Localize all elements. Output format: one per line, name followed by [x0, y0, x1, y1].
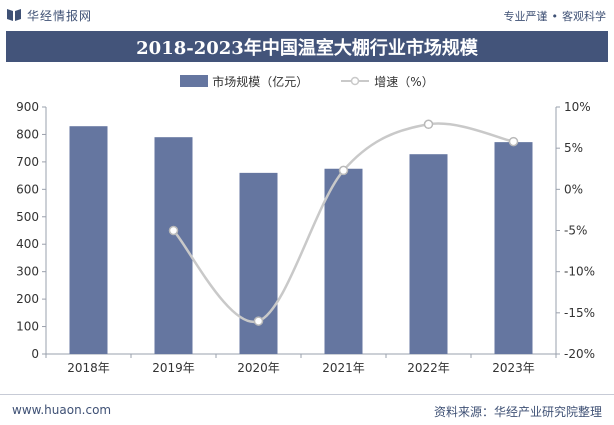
brand-name: 华经情报网 [27, 8, 93, 23]
y-left-tick-label: 300 [16, 265, 39, 279]
y-left-tick-label: 800 [16, 127, 39, 141]
legend-item-line: 增速（%） [340, 73, 434, 90]
growth-point-2022年 [423, 119, 434, 130]
motto-left: 专业严谨 [503, 10, 548, 23]
y-right-tick-label: -5% [564, 224, 587, 238]
y-right-tick-label: 0% [564, 182, 583, 196]
header-bar: 华经情报网 专业严谨 • 客观科学 [0, 0, 614, 30]
y-right-tick-label: -15% [564, 306, 595, 320]
x-tick-label: 2020年 [237, 361, 280, 375]
footer: www.huaon.com 资料来源：华经产业研究院整理 [0, 394, 614, 425]
y-right-tick-label: -10% [564, 265, 595, 279]
motto-separator: • [551, 9, 559, 23]
y-left-tick-label: 600 [16, 182, 39, 196]
data-source: 资料来源：华经产业研究院整理 [433, 405, 602, 419]
legend-item-bar: 市场规模（亿元） [180, 73, 308, 90]
bar-2023年 [494, 142, 533, 354]
bar-2018年 [69, 126, 108, 354]
bar-2019年 [154, 137, 193, 354]
legend-line-swatch [341, 76, 370, 86]
x-tick-label: 2021年 [322, 361, 365, 375]
growth-point-2020年 [253, 316, 264, 326]
x-tick-label: 2023年 [492, 361, 535, 375]
plot-area: 0 100 200 300 400 500 600 700 800 900 -20% -15% -10%… [16, 100, 595, 375]
growth-point-2023年 [508, 136, 519, 147]
brand: 华经情报网 [6, 6, 92, 24]
chart-title: 2018-2023年中国温室大棚行业市场规模 [136, 37, 478, 59]
motto-right: 客观科学 [562, 10, 606, 23]
y-right-tick-label: 5% [564, 141, 583, 155]
bar-2020年 [239, 172, 278, 354]
y-left-tick-label: 500 [16, 210, 39, 224]
x-tick-label: 2019年 [152, 361, 195, 375]
title-band: 2018-2023年中国温室大棚行业市场规模 [6, 31, 608, 62]
bar-2021年 [324, 168, 363, 354]
y-left-tick-label: 700 [16, 155, 39, 169]
bar-2022年 [409, 154, 448, 354]
legend-bar-swatch [180, 75, 209, 87]
y-right-tick-label: 10% [564, 100, 591, 114]
y-left-tick-label: 200 [16, 292, 39, 306]
motto: 专业严谨 • 客观科学 [504, 8, 607, 24]
legend-bar-label: 市场规模（亿元） [212, 74, 309, 89]
website-url: www.huaon.com [12, 403, 112, 417]
growth-point-2019年 [168, 225, 179, 236]
legend-line-label: 增速（%） [374, 74, 434, 89]
growth-rate-line [172, 122, 514, 324]
y-left-tick-label: 100 [16, 320, 39, 334]
growth-point-2021年 [338, 165, 349, 176]
book-logo-icon [7, 9, 21, 21]
y-left-tick-label: 400 [16, 237, 39, 251]
x-tick-label: 2018年 [67, 361, 110, 375]
chart-legend: 市场规模（亿元） 增速（%） [0, 73, 614, 89]
y-left-tick-label: 0 [31, 347, 39, 361]
x-tick-label: 2022年 [407, 361, 450, 375]
y-right-tick-label: -20% [564, 347, 595, 361]
y-left-tick-label: 900 [16, 100, 39, 114]
